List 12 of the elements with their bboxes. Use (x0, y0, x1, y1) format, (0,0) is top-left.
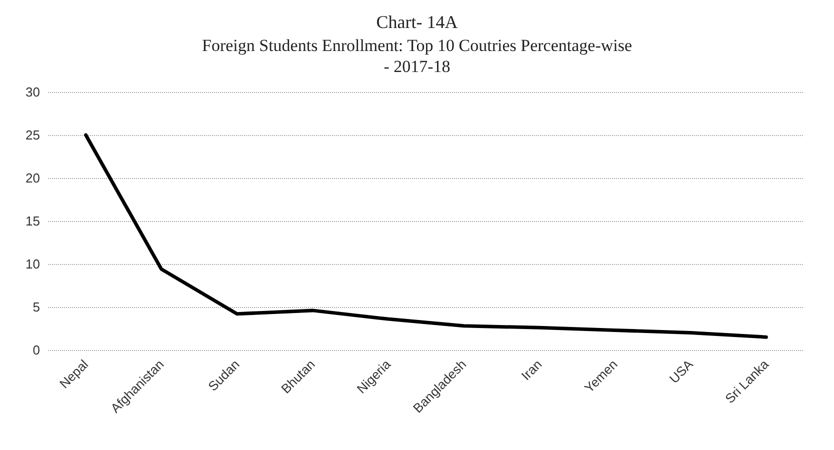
y-tick-label: 30 (26, 84, 40, 100)
chart-subtitle: Foreign Students Enrollment: Top 10 Coutries Percentage-wise - 2017-18 (202, 36, 632, 76)
y-tick-label: 10 (26, 256, 40, 272)
x-tick-label: USA (666, 356, 696, 386)
y-tick-label: 5 (32, 300, 40, 314)
line-series (84, 133, 768, 339)
y-tick-label: 15 (26, 214, 40, 228)
x-tick-label: Iran (518, 356, 545, 384)
y-tick-label: 0 (32, 342, 40, 358)
chart-title: Chart- 14A (376, 12, 458, 32)
y-tick-label: 25 (26, 128, 40, 142)
y-tick-label: 20 (26, 170, 40, 186)
